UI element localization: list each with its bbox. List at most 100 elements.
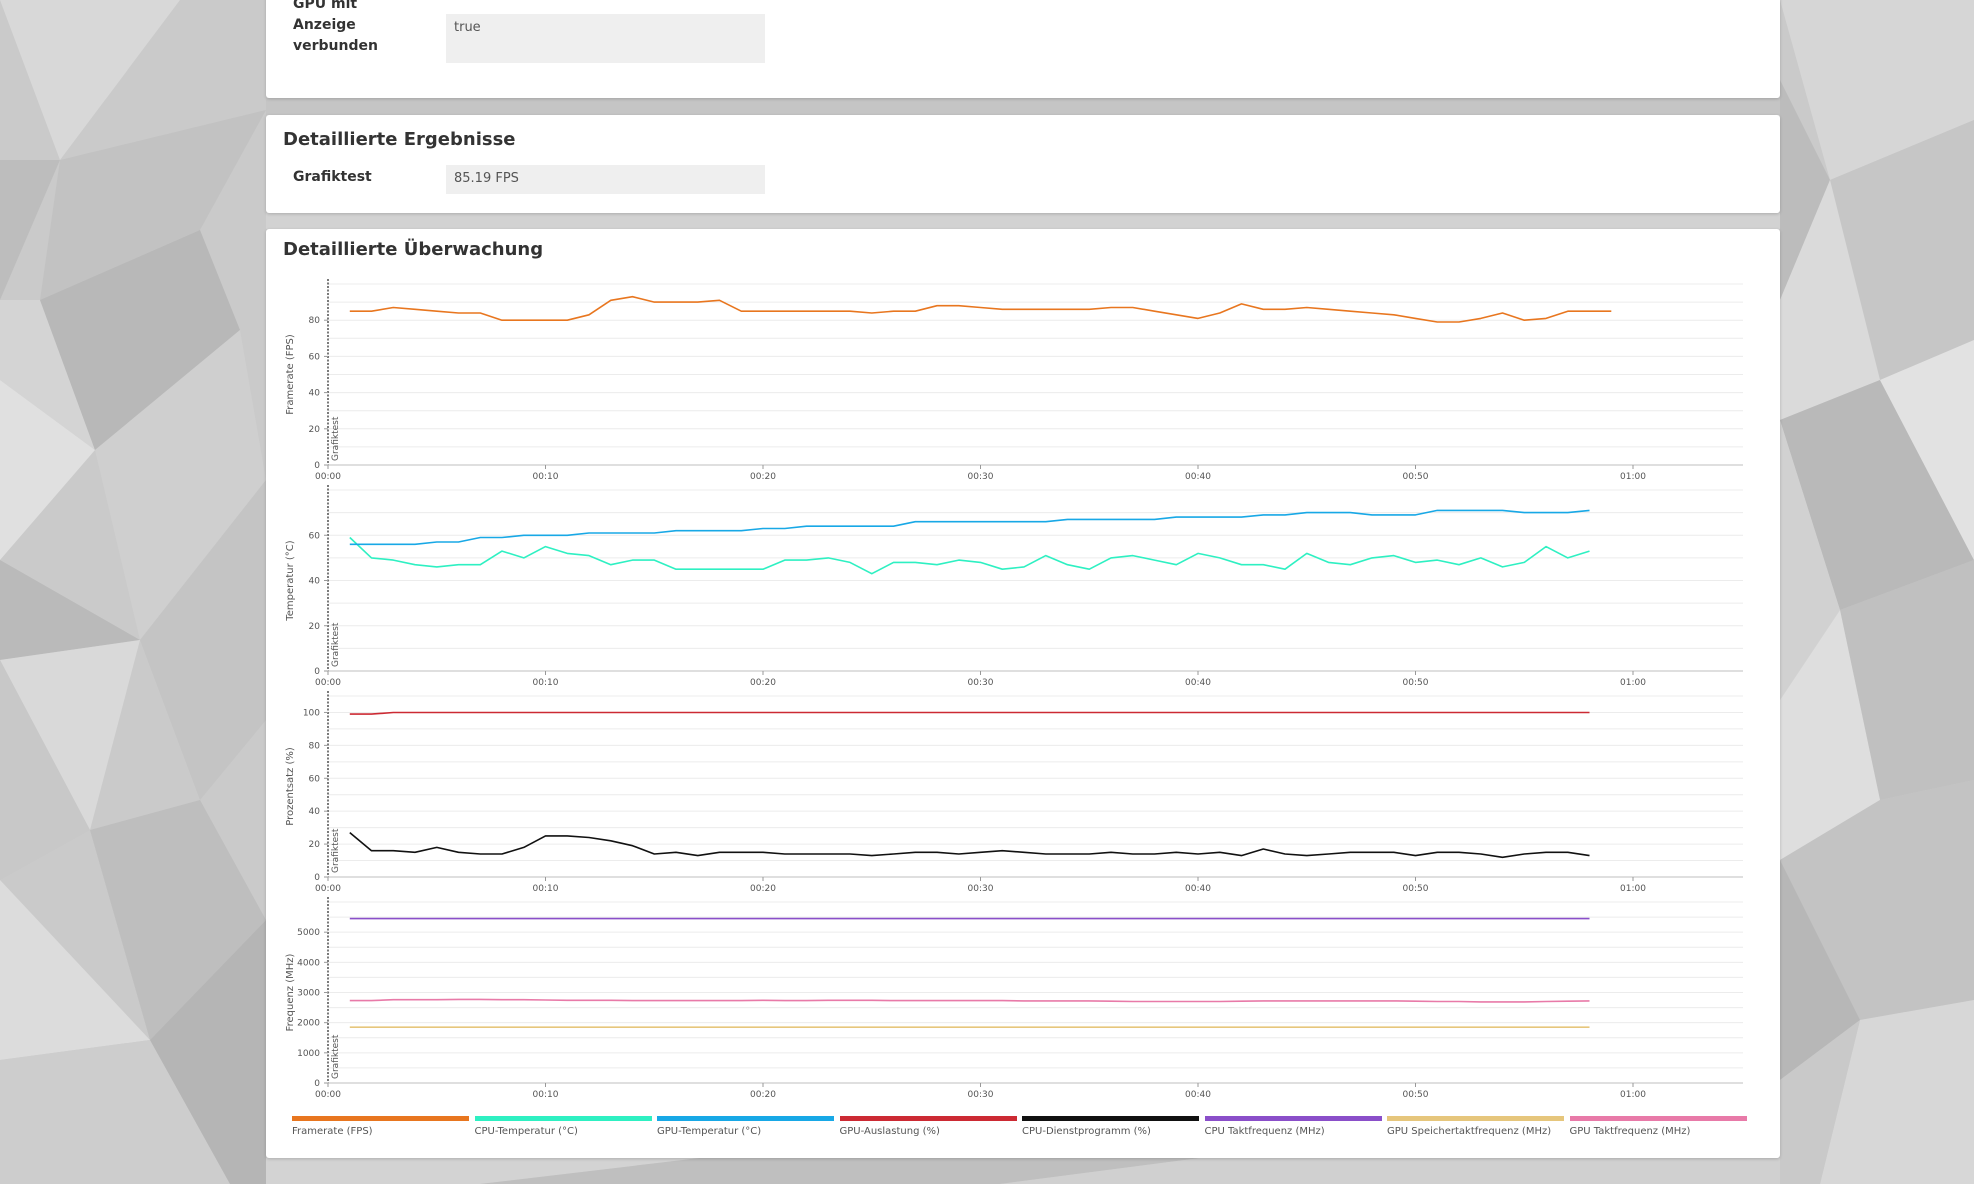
y-tick-label: 3000	[297, 989, 320, 999]
x-tick-label: 00:50	[1403, 884, 1429, 894]
legend-item[interactable]: Framerate (FPS)	[292, 1116, 469, 1137]
x-tick-label: 00:40	[1185, 678, 1211, 688]
x-tick-label: 00:00	[315, 472, 341, 482]
y-tick-label: 1000	[297, 1049, 320, 1059]
y-tick-label: 60	[309, 774, 321, 784]
x-tick-label: 00:20	[750, 1090, 776, 1100]
legend-item[interactable]: CPU-Dienstprogramm (%)	[1022, 1116, 1199, 1137]
legend-item[interactable]: GPU-Temperatur (°C)	[657, 1116, 834, 1137]
legend-swatch	[1569, 1116, 1747, 1121]
system-info-card: GPU mit Anzeige verbunden true	[266, 0, 1780, 98]
y-tick-label: 100	[303, 708, 320, 718]
x-tick-label: 01:00	[1620, 1090, 1646, 1100]
y-tick-label: 60	[309, 352, 321, 362]
y-tick-label: 0	[314, 461, 320, 471]
y-tick-label: 60	[309, 531, 321, 541]
legend-swatch	[1387, 1116, 1564, 1121]
x-tick-label: 00:00	[315, 884, 341, 894]
section-title-monitoring: Detaillierte Überwachung	[283, 239, 544, 260]
legend-swatch	[474, 1116, 652, 1121]
y-tick-label: 80	[309, 316, 321, 326]
x-tick-label: 00:30	[968, 678, 994, 688]
x-tick-label: 00:00	[315, 1090, 341, 1100]
legend-item[interactable]: GPU Speichertaktfrequenz (MHz)	[1387, 1116, 1564, 1137]
y-tick-label: 0	[314, 667, 320, 677]
legend-item[interactable]: CPU Taktfrequenz (MHz)	[1204, 1116, 1382, 1137]
x-tick-label: 01:00	[1620, 884, 1646, 894]
chart-2: 0 20 40 60 00:00 00:10 00:20 00:30 00:40 00:50 01:…	[285, 485, 1743, 688]
legend-swatch	[1022, 1116, 1199, 1121]
series-line-1-1	[349, 295, 1612, 323]
series-line-2-2	[349, 509, 1590, 546]
y-tick-label: 80	[309, 741, 321, 751]
x-tick-label: 00:20	[750, 678, 776, 688]
x-tick-label: 00:20	[750, 884, 776, 894]
chart-legend: Framerate (FPS) CPU-Temperatur (°C) GPU-Te…	[292, 1116, 1752, 1146]
y-axis-label: Frequenz (MHz)	[285, 953, 296, 1031]
legend-label: GPU-Auslastung (%)	[839, 1126, 940, 1137]
row-value-gpu-display: true	[446, 14, 765, 63]
legend-swatch	[292, 1116, 469, 1121]
test-marker-label: Grafiktest	[331, 1034, 341, 1079]
series-line-3-1	[349, 711, 1590, 715]
chart-4: 0 1000 2000 3000 4000 5000 00:00 00:10 00:20 00:3…	[285, 897, 1743, 1100]
section-title-results: Detaillierte Ergebnisse	[283, 129, 516, 150]
legend-label: CPU-Temperatur (°C)	[474, 1126, 578, 1137]
legend-swatch	[839, 1116, 1017, 1121]
y-tick-label: 5000	[297, 928, 320, 938]
legend-label: CPU Taktfrequenz (MHz)	[1204, 1126, 1325, 1137]
x-tick-label: 00:50	[1403, 678, 1429, 688]
y-tick-label: 20	[309, 840, 321, 850]
legend-swatch	[1204, 1116, 1382, 1121]
y-axis-label: Prozentsatz (%)	[285, 747, 296, 826]
x-tick-label: 00:30	[968, 884, 994, 894]
row-label-gpu-display: GPU mit Anzeige verbunden	[293, 0, 378, 54]
y-axis-label: Temperatur (°C)	[285, 540, 296, 621]
y-tick-label: 4000	[297, 958, 320, 968]
row-label-graphics-test: Grafiktest	[293, 169, 372, 185]
legend-item[interactable]: GPU-Auslastung (%)	[839, 1116, 1017, 1137]
test-marker-label: Grafiktest	[331, 416, 341, 461]
y-tick-label: 40	[309, 577, 321, 587]
legend-label: GPU Speichertaktfrequenz (MHz)	[1387, 1126, 1552, 1137]
x-tick-label: 00:50	[1403, 1090, 1429, 1100]
chart-1: 0 20 40 60 80 00:00 00:10 00:20 00:30 00:40 00:50 0…	[285, 279, 1743, 482]
x-tick-label: 00:30	[968, 1090, 994, 1100]
x-tick-label: 00:10	[533, 678, 559, 688]
x-tick-label: 00:40	[1185, 884, 1211, 894]
legend-label: Framerate (FPS)	[292, 1126, 373, 1137]
legend-label: CPU-Dienstprogramm (%)	[1022, 1126, 1151, 1137]
x-tick-label: 00:10	[533, 1090, 559, 1100]
y-tick-label: 2000	[297, 1019, 320, 1029]
y-tick-label: 0	[314, 873, 320, 883]
detailed-monitoring-card: Detaillierte Überwachung 0 20 40 60 80 00:00 0…	[266, 229, 1780, 1158]
x-tick-label: 01:00	[1620, 472, 1646, 482]
y-tick-label: 0	[314, 1079, 320, 1089]
y-tick-label: 40	[309, 807, 321, 817]
y-tick-label: 20	[309, 425, 321, 435]
x-tick-label: 00:30	[968, 472, 994, 482]
legend-swatch	[657, 1116, 834, 1121]
series-line-4-3	[349, 998, 1590, 1003]
legend-label: GPU Taktfrequenz (MHz)	[1569, 1126, 1691, 1137]
legend-label: GPU-Temperatur (°C)	[657, 1126, 762, 1137]
detailed-results-card: Detaillierte Ergebnisse Grafiktest 85.19…	[266, 115, 1780, 213]
x-tick-label: 00:40	[1185, 1090, 1211, 1100]
series-line-2-1	[349, 536, 1590, 575]
x-tick-label: 00:10	[533, 472, 559, 482]
x-tick-label: 00:20	[750, 472, 776, 482]
chart-3: 0 20 40 60 80 100 00:00 00:10 00:20 00:30 00:40 00:…	[285, 691, 1743, 894]
test-marker-label: Grafiktest	[331, 828, 341, 873]
x-tick-label: 00:10	[533, 884, 559, 894]
x-tick-label: 00:00	[315, 678, 341, 688]
y-tick-label: 20	[309, 622, 321, 632]
test-marker-label: Grafiktest	[331, 622, 341, 667]
x-tick-label: 00:40	[1185, 472, 1211, 482]
x-tick-label: 01:00	[1620, 678, 1646, 688]
legend-item[interactable]: CPU-Temperatur (°C)	[474, 1116, 652, 1137]
y-axis-label: Framerate (FPS)	[285, 334, 296, 415]
legend-item[interactable]: GPU Taktfrequenz (MHz)	[1569, 1116, 1747, 1137]
series-line-3-2	[349, 831, 1590, 859]
row-value-graphics-test: 85.19 FPS	[446, 165, 765, 194]
